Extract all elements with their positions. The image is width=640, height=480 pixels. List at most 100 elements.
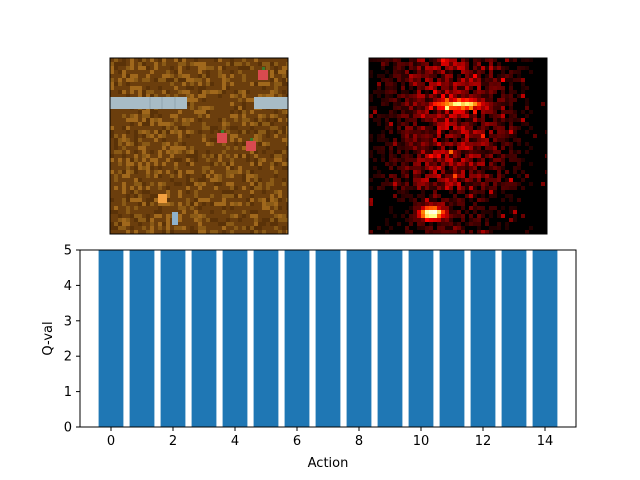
heat-cell xyxy=(397,198,401,202)
texture-cell xyxy=(126,138,130,142)
heat-cell xyxy=(405,186,409,190)
heat-cell xyxy=(481,110,485,114)
heat-cell xyxy=(417,214,421,218)
heat-cell xyxy=(437,90,441,94)
heat-cell xyxy=(385,58,389,62)
heat-cell xyxy=(469,214,473,218)
heat-cell xyxy=(509,58,513,62)
heat-cell xyxy=(469,186,473,190)
texture-cell xyxy=(286,138,288,142)
heat-cell xyxy=(477,102,481,106)
texture-cell xyxy=(222,86,226,90)
heat-cell xyxy=(433,170,437,174)
texture-cell xyxy=(146,118,150,122)
bar-action-8 xyxy=(346,250,372,427)
texture-cell xyxy=(130,78,134,82)
texture-cell xyxy=(158,166,162,170)
texture-cell xyxy=(218,66,222,70)
texture-cell xyxy=(194,214,198,218)
texture-cell xyxy=(226,166,230,170)
texture-cell xyxy=(270,198,274,202)
texture-cell xyxy=(114,146,118,150)
heat-cell xyxy=(445,210,449,214)
texture-cell xyxy=(250,194,254,198)
heat-cell xyxy=(489,94,493,98)
heat-cell xyxy=(509,206,513,210)
texture-cell xyxy=(130,66,134,70)
texture-cell xyxy=(178,158,182,162)
texture-cell xyxy=(118,70,122,74)
heat-cell xyxy=(425,98,429,102)
heat-cell xyxy=(465,82,469,86)
heat-cell xyxy=(485,122,489,126)
texture-cell xyxy=(190,202,194,206)
texture-cell xyxy=(230,202,234,206)
heat-cell xyxy=(461,142,465,146)
texture-cell xyxy=(214,186,218,190)
heat-cell xyxy=(513,110,517,114)
texture-cell xyxy=(246,170,250,174)
texture-cell xyxy=(282,130,286,134)
texture-cell xyxy=(194,98,198,102)
apple-stem xyxy=(221,130,224,133)
texture-cell xyxy=(258,94,262,98)
heat-cell xyxy=(477,218,481,222)
heat-cell xyxy=(405,166,409,170)
texture-cell xyxy=(230,94,234,98)
heat-cell xyxy=(417,142,421,146)
heat-cell xyxy=(497,78,501,82)
heat-cell xyxy=(521,78,525,82)
heat-cell xyxy=(461,166,465,170)
heat-cell xyxy=(413,74,417,78)
heat-cell xyxy=(485,94,489,98)
heat-cell xyxy=(473,170,477,174)
heat-cell xyxy=(405,146,409,150)
heat-cell xyxy=(473,190,477,194)
heat-cell xyxy=(417,78,421,82)
texture-cell xyxy=(190,106,194,110)
heat-cell xyxy=(369,94,373,98)
texture-cell xyxy=(230,174,234,178)
texture-cell xyxy=(138,198,142,202)
heat-cell xyxy=(417,170,421,174)
heat-cell xyxy=(453,98,457,102)
heat-cell xyxy=(377,170,381,174)
texture-cell xyxy=(230,134,234,138)
texture-cell xyxy=(214,230,218,234)
texture-cell xyxy=(218,178,222,182)
x-tick-label: 14 xyxy=(537,434,554,449)
heat-cell xyxy=(521,94,525,98)
heat-cell xyxy=(401,214,405,218)
heat-cell xyxy=(429,74,433,78)
texture-cell xyxy=(182,90,186,94)
heat-cell xyxy=(449,218,453,222)
heat-cell xyxy=(409,158,413,162)
texture-cell xyxy=(122,126,126,130)
heat-cell xyxy=(437,194,441,198)
texture-cell xyxy=(170,122,174,126)
heat-cell xyxy=(441,178,445,182)
heat-cell xyxy=(493,142,497,146)
texture-cell xyxy=(258,142,262,146)
texture-cell xyxy=(242,214,246,218)
texture-cell xyxy=(274,226,278,230)
heat-cell xyxy=(417,158,421,162)
heat-cell xyxy=(433,154,437,158)
heat-cell xyxy=(501,146,505,150)
heat-cell xyxy=(501,102,505,106)
heat-cell xyxy=(441,146,445,150)
texture-cell xyxy=(186,134,190,138)
texture-cell xyxy=(286,142,288,146)
heat-cell xyxy=(389,110,393,114)
texture-cell xyxy=(262,206,266,210)
texture-cell xyxy=(238,130,242,134)
texture-cell xyxy=(202,154,206,158)
heat-cell xyxy=(457,126,461,130)
texture-cell xyxy=(178,130,182,134)
texture-cell xyxy=(190,214,194,218)
heat-cell xyxy=(441,118,445,122)
heat-cell xyxy=(481,182,485,186)
heat-cell xyxy=(413,166,417,170)
texture-cell xyxy=(198,182,202,186)
heat-cell xyxy=(517,118,521,122)
